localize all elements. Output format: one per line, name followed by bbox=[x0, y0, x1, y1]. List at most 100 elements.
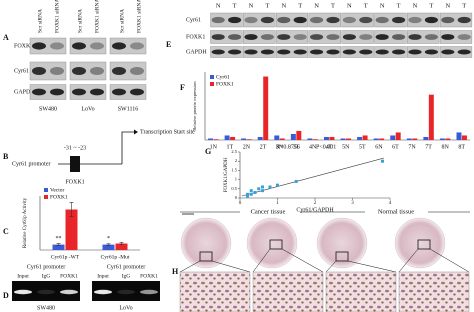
blot-band bbox=[293, 49, 307, 55]
blot-band bbox=[72, 42, 86, 50]
cell-line-label: LoVo bbox=[119, 305, 132, 311]
blot-strip bbox=[275, 12, 309, 28]
blot-strip bbox=[275, 30, 309, 44]
scatter-point bbox=[381, 159, 384, 163]
blot-strip bbox=[109, 37, 147, 55]
blot-band bbox=[293, 16, 307, 24]
stat-label: R=0.8756 bbox=[276, 144, 300, 150]
bar bbox=[428, 94, 434, 140]
panel-letter: F bbox=[180, 83, 185, 92]
y-axis-label: Relative protein expression bbox=[192, 81, 197, 131]
lane-header: N bbox=[249, 2, 254, 9]
blot-band bbox=[326, 34, 340, 40]
row-label: FOXK1 bbox=[14, 43, 33, 49]
blot-band bbox=[375, 34, 389, 40]
trend-line bbox=[241, 157, 385, 197]
bar bbox=[208, 138, 214, 140]
zoom-line bbox=[281, 248, 324, 273]
lane-header: N bbox=[380, 2, 385, 9]
panel-letter: H bbox=[172, 267, 179, 276]
blot-band bbox=[424, 49, 438, 55]
panel-letter: A bbox=[3, 33, 9, 42]
blot-band bbox=[375, 49, 389, 55]
error-bar bbox=[119, 242, 124, 245]
scatter-point bbox=[261, 189, 264, 193]
gel-band bbox=[60, 289, 78, 295]
blot-band bbox=[32, 88, 46, 96]
blot-strip bbox=[29, 61, 67, 81]
legend-label: Vector bbox=[50, 187, 65, 193]
x-tick-label: 2T bbox=[260, 144, 267, 150]
x-tick-label: 5T bbox=[359, 144, 366, 150]
blot-band bbox=[112, 88, 126, 96]
x-tick-label: 4 bbox=[389, 201, 392, 206]
blot-band bbox=[112, 66, 126, 76]
blot-band bbox=[310, 34, 324, 40]
blot-band bbox=[342, 49, 356, 55]
blot-strip bbox=[69, 61, 107, 81]
x-tick-label: 1T bbox=[227, 144, 234, 150]
bar bbox=[241, 138, 247, 140]
zoom-line bbox=[179, 260, 201, 273]
lane-header: T bbox=[265, 2, 269, 9]
bar bbox=[412, 138, 418, 140]
cell-line-label: SW1116 bbox=[118, 106, 139, 112]
x-tick-label: Cyr61p -WT bbox=[51, 254, 80, 260]
bar bbox=[52, 244, 65, 250]
lane-header: N bbox=[314, 2, 319, 9]
error-bar bbox=[106, 243, 111, 246]
scatter-point bbox=[246, 194, 249, 198]
blot-strip bbox=[210, 46, 243, 58]
panel-letter: C bbox=[3, 227, 9, 236]
blot-band bbox=[441, 34, 455, 40]
lane-header: T bbox=[462, 2, 466, 9]
zoom-box bbox=[417, 239, 431, 250]
x-tick-label: 1 bbox=[276, 201, 279, 206]
gel-title: Cyr61 promoter bbox=[27, 264, 66, 270]
blot-band bbox=[130, 66, 144, 76]
lane-label: Scr siRNA bbox=[77, 9, 83, 33]
blot-strip bbox=[243, 30, 276, 44]
x-tick-label: 4N bbox=[309, 144, 317, 150]
scatter-point bbox=[268, 185, 272, 189]
panel-letter: B bbox=[3, 152, 9, 161]
lane-label: FOXK1 siRNA bbox=[94, 0, 100, 33]
blot-band bbox=[32, 66, 46, 76]
blot-strip bbox=[374, 46, 407, 58]
blot-strip bbox=[69, 37, 107, 55]
blot-strip bbox=[243, 12, 276, 28]
blot-band bbox=[50, 66, 64, 76]
row-label: Cyr61 bbox=[186, 17, 201, 23]
legend-label: Cyr61 bbox=[216, 74, 230, 80]
scatter-point bbox=[249, 192, 253, 196]
blot-band bbox=[359, 16, 373, 24]
blot-band bbox=[359, 49, 373, 55]
blot-band bbox=[112, 42, 126, 50]
tss-label: Transcription Start site bbox=[140, 129, 195, 135]
bar bbox=[279, 138, 285, 140]
legend-swatch bbox=[210, 82, 214, 86]
blot-strip bbox=[29, 37, 67, 55]
x-tick-label: 5N bbox=[342, 144, 350, 150]
blot-band bbox=[90, 88, 104, 96]
bar bbox=[456, 132, 462, 140]
error-bar bbox=[56, 243, 61, 246]
bar bbox=[461, 135, 467, 140]
panel-letter: G bbox=[205, 147, 211, 156]
blot-band bbox=[326, 16, 340, 24]
lane-header: N bbox=[281, 2, 286, 9]
gel-band bbox=[140, 289, 158, 295]
blot-strip bbox=[439, 30, 473, 44]
tissue-label: Cancer tissue bbox=[251, 208, 286, 215]
y-tick-label: 0 bbox=[235, 195, 238, 200]
zoom-line bbox=[325, 260, 337, 273]
lane-header: T bbox=[397, 2, 401, 9]
bar bbox=[324, 136, 329, 140]
blot-strip bbox=[29, 84, 67, 100]
lane-label: FOXK1 siRNA bbox=[54, 0, 60, 33]
blot-band bbox=[342, 34, 356, 40]
lane-label: IgG bbox=[122, 273, 131, 279]
zoom-line bbox=[429, 248, 470, 273]
lane-header: T bbox=[233, 2, 237, 9]
significance-mark: * bbox=[107, 236, 110, 242]
